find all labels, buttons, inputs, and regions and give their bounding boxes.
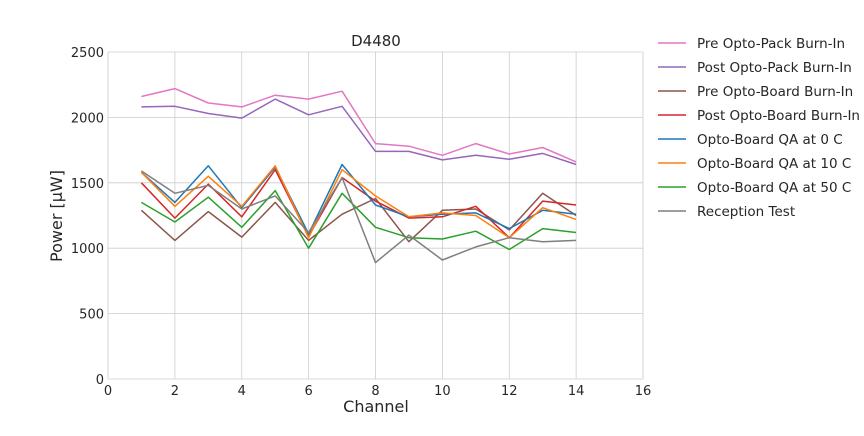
chart-title: D4480: [351, 32, 401, 50]
series-line-2: [141, 98, 577, 166]
y-tick-label: 2000: [71, 111, 104, 126]
y-tick-label: 1000: [71, 242, 104, 257]
x-tick-label: 4: [238, 384, 246, 399]
x-tick-label: 16: [635, 384, 652, 399]
x-tick-label: 2: [171, 384, 179, 399]
legend-label: Opto-Board QA at 10 C: [697, 156, 851, 172]
x-tick-label: 8: [371, 384, 379, 399]
series-lines: [140, 87, 577, 264]
y-tick-label: 0: [96, 373, 104, 388]
x-tick-label: 12: [501, 384, 518, 399]
legend-label: Opto-Board QA at 50 C: [697, 180, 851, 196]
grid: [107, 51, 644, 380]
legend-label: Reception Test: [697, 204, 795, 220]
legend-label: Post Opto-Pack Burn-In: [697, 60, 852, 76]
series-line-5: [140, 163, 577, 235]
x-tick-label: 14: [568, 384, 585, 399]
series-line-8: [140, 170, 577, 264]
series-line-6: [140, 165, 577, 239]
y-tick-label: 2500: [71, 46, 104, 61]
x-axis-label: Channel: [343, 397, 409, 416]
x-tick-label: 0: [104, 384, 112, 399]
x-tick-label: 6: [304, 384, 312, 399]
x-tick-label: 10: [434, 384, 451, 399]
series-line-7: [141, 189, 577, 251]
y-tick-label: 500: [79, 308, 104, 323]
legend-label: Pre Opto-Board Burn-In: [697, 84, 853, 100]
y-tick-label: 1500: [71, 177, 104, 192]
series-line-1: [141, 87, 577, 163]
legend-label: Opto-Board QA at 0 C: [697, 132, 843, 148]
legend-label: Post Opto-Board Burn-In: [697, 108, 860, 124]
legend-label: Pre Opto-Pack Burn-In: [697, 36, 845, 52]
series-line-3: [140, 192, 577, 243]
y-axis-label: Power [μW]: [47, 170, 66, 262]
legend: Pre Opto-Pack Burn-In Post Opto-Pack Burn…: [658, 36, 860, 220]
axes: 0 2 4 6 8 10 12 14 16 0 500 1000 1500 2000 2500: [71, 46, 651, 399]
